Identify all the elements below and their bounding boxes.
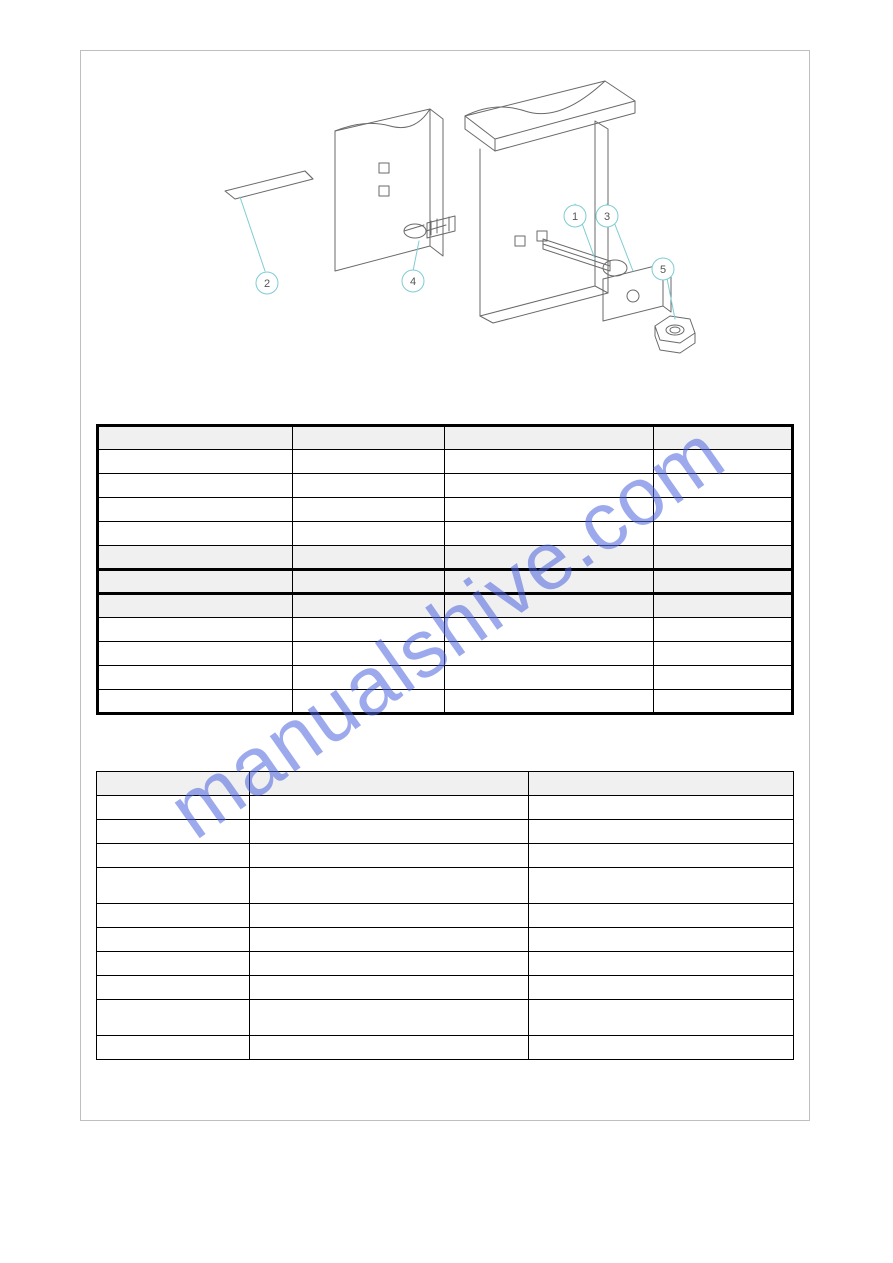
part-nut xyxy=(655,316,695,353)
table-row xyxy=(97,976,794,1000)
table-row xyxy=(98,690,793,714)
assembly-svg: 1 2 3 4 5 xyxy=(165,71,725,411)
table-row xyxy=(98,666,793,690)
table-row xyxy=(97,1000,794,1036)
parts-table-1 xyxy=(96,424,794,715)
parts-table-2 xyxy=(96,771,794,1060)
table-row xyxy=(98,474,793,498)
table-row xyxy=(97,772,794,796)
table-row xyxy=(98,570,793,594)
table-row xyxy=(97,868,794,904)
exploded-diagram: 1 2 3 4 5 xyxy=(96,66,794,416)
plate-1-side xyxy=(430,109,443,256)
table-row xyxy=(97,820,794,844)
table-row xyxy=(98,498,793,522)
spacer xyxy=(96,715,794,771)
callout-3: 3 xyxy=(596,205,618,227)
callout-2: 2 xyxy=(256,272,278,294)
table-row xyxy=(97,1036,794,1060)
table-row xyxy=(98,618,793,642)
callouts: 1 2 3 4 5 xyxy=(256,205,674,294)
callout-4: 4 xyxy=(402,270,424,292)
table-row xyxy=(97,952,794,976)
svg-text:1: 1 xyxy=(572,211,578,223)
table-row xyxy=(97,796,794,820)
svg-text:2: 2 xyxy=(264,278,270,290)
callout-5: 5 xyxy=(652,258,674,280)
table-row xyxy=(97,928,794,952)
table-row xyxy=(98,522,793,546)
svg-text:3: 3 xyxy=(604,211,610,223)
svg-text:5: 5 xyxy=(660,264,666,276)
table-row xyxy=(97,844,794,868)
page-frame: 1 2 3 4 5 xyxy=(80,50,810,1121)
svg-text:4: 4 xyxy=(410,276,416,288)
table-row xyxy=(98,426,793,450)
table-row xyxy=(98,546,793,570)
part-handle xyxy=(543,239,627,276)
table-row xyxy=(98,594,793,618)
plate-2 xyxy=(465,81,635,323)
part-wedge xyxy=(225,171,313,199)
table-row xyxy=(98,642,793,666)
callout-1: 1 xyxy=(564,205,586,227)
table-row xyxy=(98,450,793,474)
table-row xyxy=(97,904,794,928)
